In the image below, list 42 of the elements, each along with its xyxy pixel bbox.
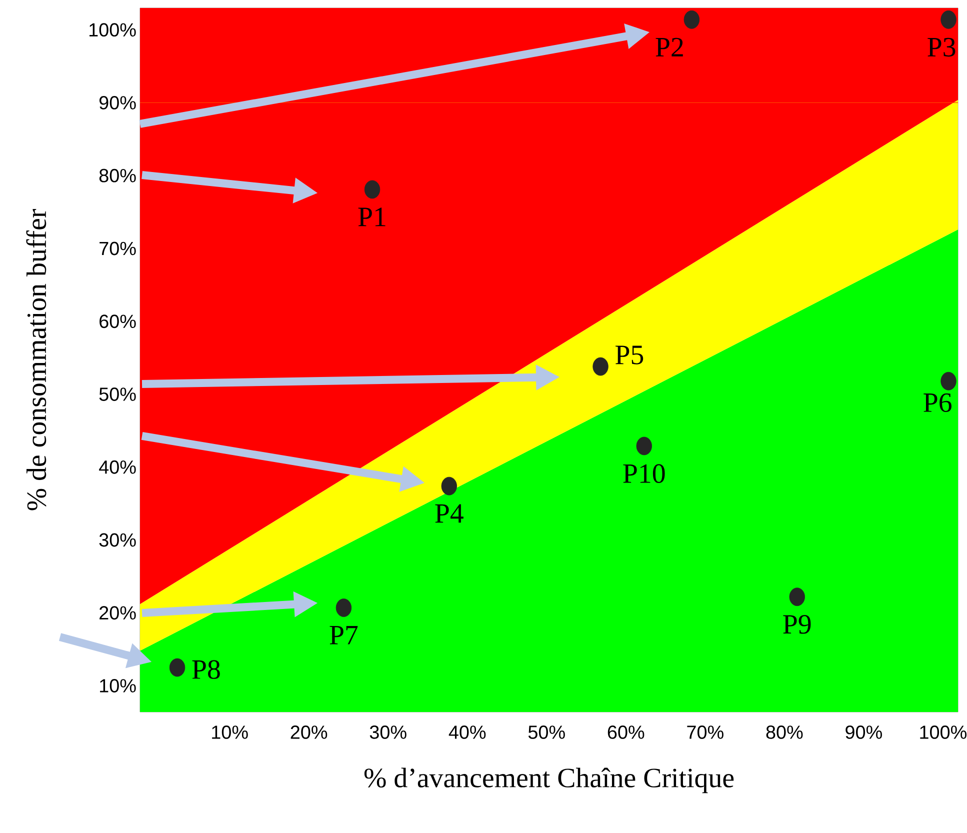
point — [636, 436, 652, 456]
point — [684, 10, 700, 29]
y-tick-label: 90% — [99, 96, 136, 110]
x-tick-label: 60% — [608, 726, 644, 739]
x-tick-label: 90% — [846, 726, 882, 739]
x-tick-label: 80% — [766, 726, 803, 739]
annotation: P3 — [928, 38, 956, 57]
y-tick-label: 80% — [99, 168, 136, 182]
annotation: P7 — [330, 626, 358, 644]
point — [169, 658, 186, 677]
point — [592, 357, 608, 376]
y-tick-label: 100% — [90, 23, 136, 37]
x-tick-label: 30% — [370, 726, 406, 739]
x-tick-label: 70% — [687, 726, 724, 739]
point — [940, 372, 956, 390]
y-axis-title: % de consommation buffer — [26, 209, 46, 510]
annotation: P1 — [358, 208, 386, 226]
annotation: P10 — [623, 464, 665, 483]
annotation: P2 — [656, 38, 683, 56]
point — [940, 10, 956, 29]
annotation: P5 — [616, 346, 644, 364]
annotation: P9 — [783, 615, 811, 634]
y-tick-label: 50% — [99, 388, 136, 401]
x-tick-label: 50% — [528, 726, 565, 739]
x-tick-label: 10% — [212, 726, 248, 739]
y-tick-label: 70% — [100, 242, 136, 256]
point — [441, 476, 457, 496]
point — [364, 180, 380, 199]
x-tick-label: 100% — [920, 726, 966, 739]
x-tick-label: 20% — [290, 726, 328, 739]
x-axis-title: % d’avancement Chaîne Critique — [364, 768, 734, 794]
y-tick-label: 40% — [99, 460, 136, 474]
point — [336, 598, 352, 617]
y-tick-label: 20% — [100, 606, 136, 620]
y-tick-label: 30% — [99, 533, 136, 547]
annotation: P8 — [192, 660, 220, 679]
annotation: P4 — [435, 504, 464, 523]
annotation: P6 — [924, 393, 952, 412]
y-tick-label: 60% — [100, 314, 136, 328]
point — [789, 588, 805, 606]
x-tick-label: 40% — [448, 726, 486, 739]
y-tick-label: 10% — [100, 679, 136, 692]
